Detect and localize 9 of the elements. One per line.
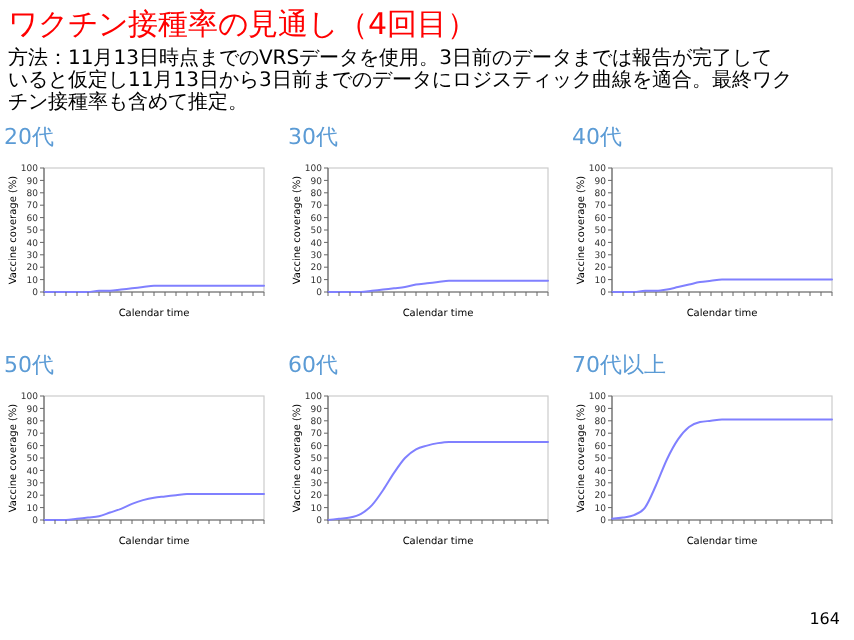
text: 方法：11月13日時点までのVRSデータを使用。3日前のデータまでは報告が完了していると仮定し11月13日から3日前までのデータにロジスティック曲線を適合。最終ワクチン接種率も含めて推定。 bbox=[8, 46, 792, 114]
text: ワクチン接種率の見通し（4回目） bbox=[8, 6, 478, 42]
chart-title: 30代 bbox=[288, 124, 338, 150]
chart-title: 50代 bbox=[4, 352, 54, 378]
chart-title: 60代 bbox=[288, 352, 338, 378]
chart-title: 70代以上 bbox=[572, 352, 666, 378]
chart-title: 40代 bbox=[572, 124, 622, 150]
chart-title: 20代 bbox=[4, 124, 54, 150]
text: 164 bbox=[809, 610, 840, 628]
